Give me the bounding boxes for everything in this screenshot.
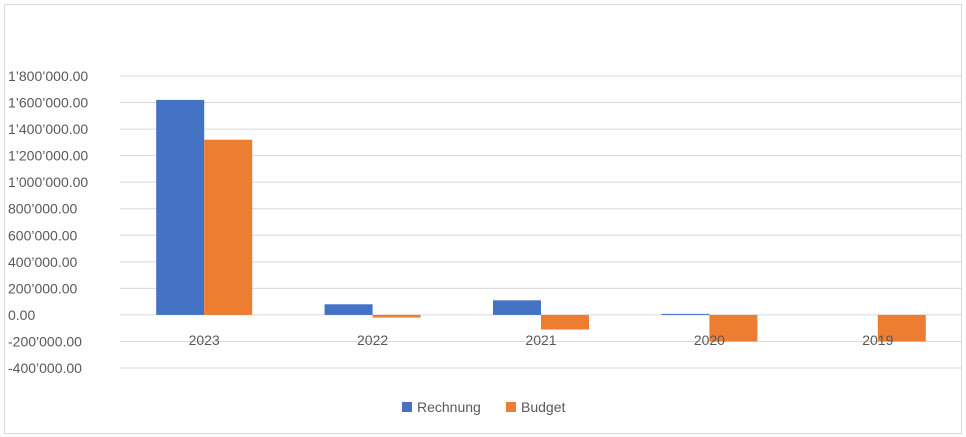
y-tick-label: 200’000.00 — [8, 280, 78, 296]
category-label: 2022 — [357, 332, 388, 348]
category-label: 2021 — [525, 332, 556, 348]
bars — [156, 99, 926, 342]
category-label: 2023 — [189, 332, 220, 348]
bar-rechnung-2020 — [661, 313, 710, 315]
y-tick-label: -200’000.00 — [8, 333, 82, 349]
category-label: 2019 — [862, 332, 893, 348]
legend-swatch-rechnung — [402, 402, 412, 412]
y-tick-label: 400’000.00 — [8, 254, 78, 270]
bar-budget-2020 — [709, 314, 758, 342]
y-tick-label: 0.00 — [8, 307, 35, 323]
legend: Rechnung Budget — [402, 399, 565, 415]
bar-budget-2019 — [877, 314, 926, 342]
legend-label-rechnung: Rechnung — [417, 399, 481, 415]
y-tick-label: 1’600’000.00 — [8, 95, 88, 111]
legend-swatch-budget — [506, 402, 516, 412]
bar-budget-2022 — [372, 314, 421, 318]
y-tick-label: 1’000’000.00 — [8, 174, 88, 190]
y-tick-label: 1’200’000.00 — [8, 148, 88, 164]
category-labels: 2023 2022 2021 2020 2019 — [189, 332, 894, 348]
y-tick-label: -400’000.00 — [8, 360, 82, 376]
y-axis-tick-labels: 1’800’000.00 1’600’000.00 1’400’000.00 1’20… — [8, 68, 88, 376]
legend-label-budget: Budget — [521, 399, 565, 415]
bar-rechnung-2023 — [156, 99, 205, 315]
bar-budget-2023 — [204, 139, 253, 315]
bar-rechnung-2022 — [324, 304, 373, 315]
bar-budget-2021 — [541, 314, 589, 330]
y-tick-label: 800’000.00 — [8, 201, 78, 217]
y-tick-label: 600’000.00 — [8, 227, 78, 243]
y-tick-label: 1’400’000.00 — [8, 121, 88, 137]
bar-rechnung-2021 — [493, 300, 541, 315]
category-label: 2020 — [694, 332, 725, 348]
y-tick-label: 1’800’000.00 — [8, 68, 88, 84]
